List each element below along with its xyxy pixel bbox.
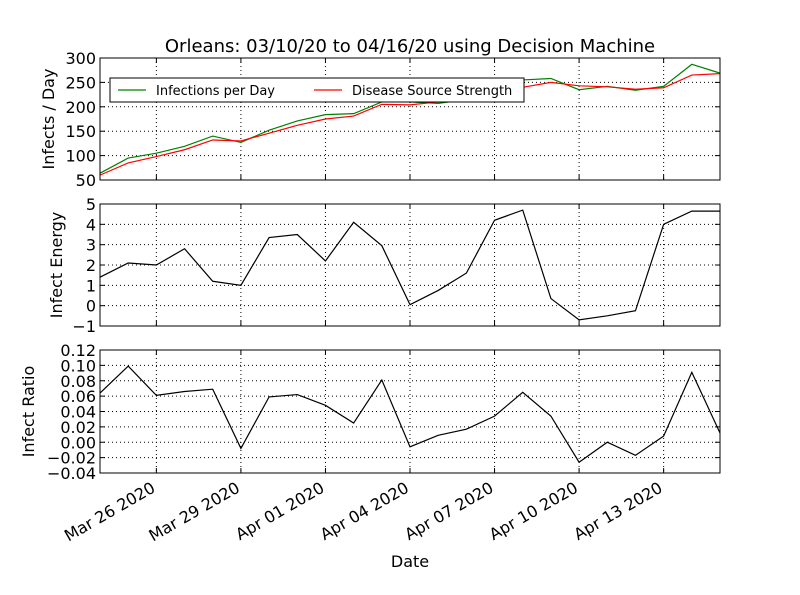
y-tick-label: 0.10 [60,356,96,375]
y-tick-label: 100 [65,147,96,166]
y-tick-label: 0 [86,297,96,316]
y-tick-label: 300 [65,49,96,68]
legend-label: Infections per Day [156,84,275,99]
y-tick-label: 1 [86,276,96,295]
y-tick-label: −0.04 [47,464,96,483]
y-tick-label: 3 [86,236,96,255]
y-tick-label: −0.02 [47,449,96,468]
y-tick-label: 5 [86,195,96,214]
x-tick-label: Mar 29 2020 [146,478,243,545]
x-tick-label: Apr 01 2020 [232,478,327,544]
plot-frame [99,203,721,327]
y-tick-label: 4 [86,215,96,234]
x-tick-label: Apr 13 2020 [570,478,665,544]
y-tick-label: 50 [76,171,96,190]
plot-frame [99,349,721,474]
data-line [99,73,721,176]
legend-label: Disease Source Strength [352,84,512,99]
y-tick-label: −1 [72,317,96,336]
y-tick-label: 0.06 [60,387,96,406]
y-tick-label: 0.02 [60,418,96,437]
plot-frame [99,57,721,181]
x-tick-label: Apr 07 2020 [401,478,496,544]
legend: Infections per Day Disease Source Strengt… [109,77,525,103]
chart-title: Orleans: 03/10/20 to 04/16/20 using Deci… [165,36,655,57]
x-tick-label: Apr 10 2020 [486,478,581,544]
y-axis-label: Infect Energy [47,212,66,319]
x-tick-label: Apr 04 2020 [317,478,412,544]
y-tick-label: 150 [65,122,96,141]
y-axis-label: Infects / Day [39,69,58,170]
y-tick-label: 0.00 [60,433,96,452]
y-tick-label: 0.04 [60,403,96,422]
x-tick-label: Mar 26 2020 [61,478,158,545]
y-tick-label: 200 [65,98,96,117]
y-tick-label: 250 [65,73,96,92]
x-axis-label: Date [391,552,429,571]
y-tick-label: 2 [86,256,96,275]
data-line [99,365,721,464]
y-tick-label: 0.08 [60,372,96,391]
y-axis-label: Infect Ratio [19,366,38,458]
y-tick-label: 0.12 [60,341,96,360]
data-line [99,209,720,321]
